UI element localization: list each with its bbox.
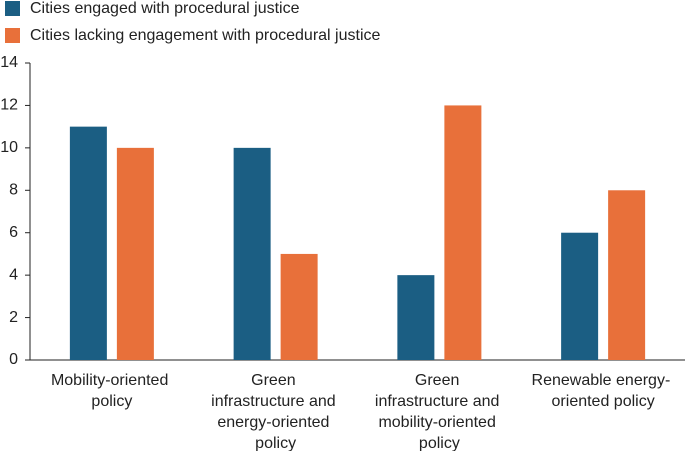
legend-swatch	[5, 1, 20, 16]
x-tick-label: Mobility-oriented policy	[51, 372, 173, 410]
y-tick-label: 2	[9, 309, 18, 326]
x-tick-label: Green infrastructure and energy-oriented…	[211, 372, 340, 451]
legend-swatch	[5, 28, 20, 43]
y-tick-label: 6	[9, 224, 18, 241]
bar	[69, 126, 107, 361]
bar	[561, 232, 599, 360]
x-tick-label: Renewable energy- oriented policy	[532, 372, 675, 410]
bar	[233, 147, 271, 360]
bar	[444, 105, 482, 360]
bar	[280, 253, 318, 360]
y-tick-label: 10	[0, 139, 18, 156]
bar	[397, 275, 435, 360]
bar	[116, 147, 154, 360]
bar	[608, 190, 646, 360]
y-tick-label: 12	[0, 97, 18, 114]
y-tick-label: 8	[9, 182, 18, 199]
y-tick-label: 0	[9, 351, 18, 368]
legend-label: Cities lacking engagement with procedura…	[30, 27, 381, 44]
y-tick-label: 14	[0, 54, 18, 71]
x-tick-label: Green infrastructure and mobility-orient…	[375, 372, 504, 451]
legend-label: Cities engaged with procedural justice	[30, 0, 300, 17]
y-tick-label: 4	[9, 266, 18, 283]
